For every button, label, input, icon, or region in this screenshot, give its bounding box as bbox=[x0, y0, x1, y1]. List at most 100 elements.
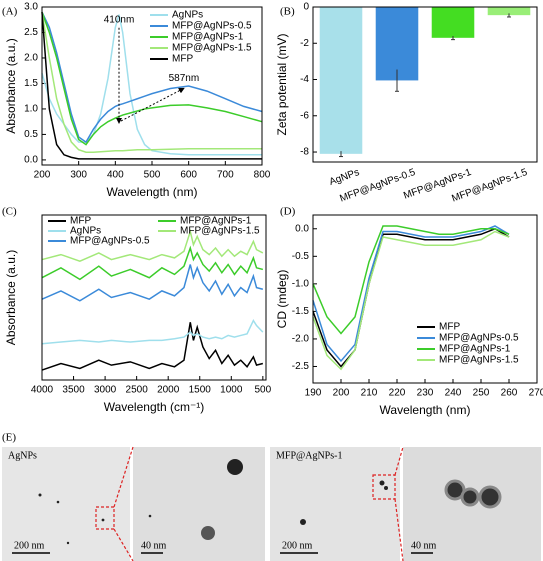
series-line bbox=[312, 227, 510, 368]
chart: (B)Zeta potential (mV)-8-6-4-20AgNPsMFP@… bbox=[275, 2, 538, 205]
series-line bbox=[41, 228, 264, 263]
x-tick-label: 260 bbox=[501, 388, 518, 399]
x-tick-label: 800 bbox=[254, 170, 271, 181]
x-tick-label: 500 bbox=[255, 385, 272, 396]
x-tick-label: 240 bbox=[445, 388, 462, 399]
y-tick-label: 2.0 bbox=[24, 53, 38, 64]
panel-label: (A) bbox=[2, 6, 18, 18]
plot-frame bbox=[41, 214, 267, 381]
legend-label: MFP@AgNPs-0.5 bbox=[70, 236, 150, 247]
x-tick-label: 250 bbox=[473, 388, 490, 399]
image-caption: MFP@AgNPs-1 bbox=[276, 450, 342, 461]
x-tick-label: AgNPs bbox=[328, 167, 361, 188]
series-line bbox=[41, 12, 262, 160]
legend-label: MFP@AgNPs-0.5 bbox=[439, 333, 519, 344]
series-line bbox=[41, 245, 264, 281]
x-tick-label: 400 bbox=[107, 170, 124, 181]
panel-e: (E) AgNPs MFP@AgNPs-1 200 nm 40 nm 200 n… bbox=[2, 432, 541, 561]
x-tick-label: 1000 bbox=[220, 385, 243, 396]
legend-label: MFP bbox=[439, 322, 460, 333]
series-line bbox=[312, 225, 510, 335]
series-line bbox=[41, 11, 262, 154]
legend-label: MFP bbox=[172, 54, 193, 65]
zoom-markers bbox=[95, 446, 404, 561]
x-tick-label: 2500 bbox=[126, 385, 149, 396]
y-tick-label: 0.0 bbox=[24, 155, 38, 166]
x-tick-label: 500 bbox=[144, 170, 161, 181]
series-line bbox=[41, 264, 264, 302]
scale-label: 40 nm bbox=[141, 540, 167, 551]
bar bbox=[487, 7, 531, 16]
legend-label: AgNPs bbox=[172, 10, 203, 21]
x-tick-label: 200 bbox=[34, 170, 51, 181]
y-tick-label: 1.0 bbox=[24, 104, 38, 115]
panel-label: (D) bbox=[280, 206, 296, 218]
panel-label: (C) bbox=[2, 206, 17, 218]
particles bbox=[38, 459, 502, 545]
legend-label: MFP@AgNPs-0.5 bbox=[172, 21, 252, 32]
x-tick-label: 1500 bbox=[189, 385, 212, 396]
annotation: 410nm bbox=[104, 14, 135, 25]
series-line bbox=[41, 322, 264, 371]
legend-label: MFP bbox=[70, 216, 91, 227]
legend-label: MFP@AgNPs-1.5 bbox=[180, 226, 260, 237]
x-tick-label: 210 bbox=[361, 388, 378, 399]
legend-label: AgNPs bbox=[70, 226, 101, 237]
chart: (A) Absorbance (a.u.) Wavelength (nm) 0.0 0.… bbox=[2, 2, 271, 200]
y-tick-label: -0.5 bbox=[292, 251, 310, 262]
x-tick-label: 700 bbox=[217, 170, 234, 181]
y-tick-label: -2 bbox=[300, 38, 309, 49]
x-axis-label: Wavelength (nm) bbox=[107, 185, 198, 199]
x-tick-label: 600 bbox=[180, 170, 197, 181]
chart: (D) CD (mdeg) Wavelength (nm) -2.5 -2.0 -1.5 -… bbox=[275, 206, 543, 418]
chart: (C) Absorbance (a.u.) Wavelength (cm⁻¹) 400… bbox=[2, 206, 272, 415]
y-tick-label: 0 bbox=[303, 2, 309, 13]
bar bbox=[319, 7, 363, 154]
panel-label: (E) bbox=[2, 432, 16, 444]
bar bbox=[431, 7, 475, 38]
y-tick-label: 0.0 bbox=[295, 223, 309, 234]
y-tick-label: -2.0 bbox=[292, 334, 310, 345]
tem-image bbox=[2, 447, 130, 561]
x-tick-label: 190 bbox=[305, 388, 322, 399]
scale-label: 200 nm bbox=[282, 540, 313, 551]
plot-frame bbox=[41, 6, 263, 166]
plot-frame bbox=[312, 214, 538, 384]
x-tick-label: 200 bbox=[333, 388, 350, 399]
plot-frame bbox=[312, 6, 538, 163]
series-line bbox=[312, 225, 510, 363]
y-axis-label: Zeta potential (mV) bbox=[275, 33, 289, 135]
legend-label: MFP@AgNPs-1 bbox=[172, 32, 244, 43]
y-tick-label: -1.0 bbox=[292, 278, 310, 289]
panel-label: (B) bbox=[280, 6, 295, 18]
y-tick-label: 3.0 bbox=[24, 2, 38, 13]
x-tick-label: 220 bbox=[389, 388, 406, 399]
y-tick-label: -8 bbox=[300, 147, 309, 158]
x-tick-label: 3000 bbox=[94, 385, 117, 396]
y-axis-label: Absorbance (a.u.) bbox=[4, 250, 18, 345]
x-tick-label: 300 bbox=[70, 170, 87, 181]
series-line bbox=[41, 14, 262, 156]
x-tick-label: 4000 bbox=[31, 385, 54, 396]
x-axis-label: Wavelength (nm) bbox=[380, 403, 471, 417]
y-tick-label: 2.5 bbox=[24, 27, 38, 38]
y-tick-label: -4 bbox=[300, 74, 309, 85]
scale-label: 200 nm bbox=[14, 540, 45, 551]
tem-image bbox=[133, 447, 265, 561]
y-axis-label: CD (mdeg) bbox=[275, 270, 289, 329]
scale-label: 40 nm bbox=[411, 540, 437, 551]
x-tick-label: 230 bbox=[417, 388, 434, 399]
y-axis-label: Absorbance (a.u.) bbox=[4, 38, 18, 133]
legend-label: MFP@AgNPs-1.5 bbox=[439, 355, 519, 366]
y-tick-label: -6 bbox=[300, 110, 309, 121]
y-tick-label: -1.5 bbox=[292, 306, 310, 317]
y-tick-label: -2.5 bbox=[292, 361, 310, 372]
series-line bbox=[312, 230, 510, 371]
legend-label: MFP@AgNPs-1 bbox=[439, 344, 511, 355]
x-tick-label: 3500 bbox=[62, 385, 85, 396]
annotation: 587nm bbox=[169, 73, 200, 84]
bar bbox=[375, 7, 419, 81]
image-caption: AgNPs bbox=[8, 450, 37, 461]
tem-image bbox=[270, 447, 400, 561]
